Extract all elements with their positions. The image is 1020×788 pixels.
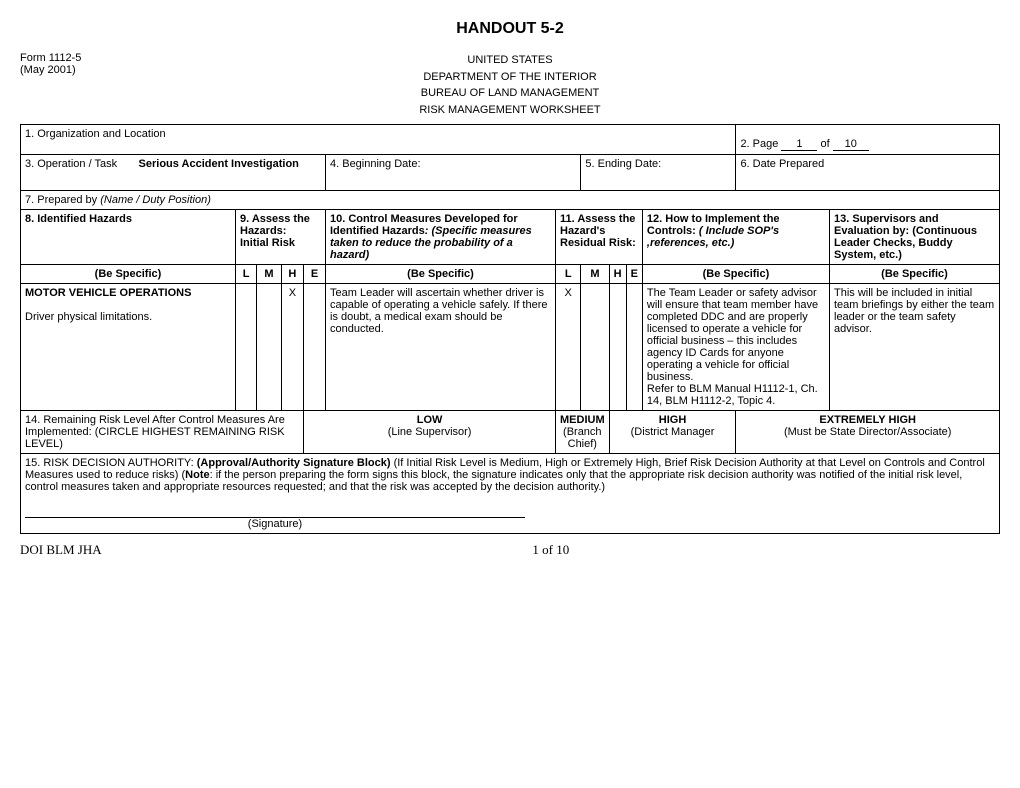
section-15: 15. RISK DECISION AUTHORITY: (Approval/A… [21, 454, 1000, 534]
section-3-label: 3. Operation / Task [25, 158, 117, 170]
col-8-head: 8. Identified Hazards [21, 210, 236, 265]
header-right [677, 52, 1000, 118]
section-14-high: HIGH (District Manager [609, 411, 736, 454]
initial-m [257, 284, 281, 411]
supervisors-cell: This will be included in initial team br… [830, 284, 1000, 411]
col-11-head-b: Residual Risk: [560, 237, 636, 249]
section-3: 3. Operation / Task Serious Accident Inv… [21, 155, 326, 191]
section-2-label: 2. Page [740, 138, 778, 150]
signature-label: (Signature) [25, 518, 525, 530]
col-9-head: 9. Assess the Hazards: Initial Risk [236, 210, 326, 265]
section-3-value: Serious Accident Investigation [139, 158, 299, 170]
col-11-head-a: 11. Assess the Hazard's [560, 213, 635, 237]
residual-m [581, 284, 609, 411]
low-b: (Line Supervisor) [388, 426, 472, 438]
page-footer: DOI BLM JHA 1 of 10 [20, 542, 1000, 558]
be-specific-1: (Be Specific) [21, 265, 236, 284]
handout-title: HANDOUT 5-2 [20, 20, 1000, 38]
h-1: H [281, 265, 304, 284]
section-2-of: of [820, 138, 829, 150]
initial-l [236, 284, 257, 411]
table-row: MOTOR VEHICLE OPERATIONS Driver physical… [21, 284, 1000, 411]
m-2: M [581, 265, 609, 284]
be-specific-4: (Be Specific) [830, 265, 1000, 284]
col-9-head-b: Initial Risk [240, 237, 295, 249]
section-2-total: 10 [833, 138, 869, 151]
s15-b: (Approval/Authority Signature Block) [197, 457, 391, 469]
high-a: HIGH [659, 414, 687, 426]
signature-line [25, 505, 525, 518]
section-1: 1. Organization and Location [21, 125, 736, 155]
l-2: L [556, 265, 581, 284]
ext-a: EXTREMELY HIGH [819, 414, 916, 426]
col-12-head: 12. How to Implement the Controls: ( Inc… [642, 210, 829, 265]
col-10-head: 10. Control Measures Developed for Ident… [326, 210, 556, 265]
m-1: M [257, 265, 281, 284]
e-2: E [626, 265, 642, 284]
col-9-head-a: 9. Assess the Hazards: [240, 213, 310, 237]
l-1: L [236, 265, 257, 284]
section-14-med: MEDIUM (Branch Chief) [556, 411, 610, 454]
col-13-head: 13. Supervisors and Evaluation by: (Cont… [830, 210, 1000, 265]
section-5: 5. Ending Date: [581, 155, 736, 191]
med-b: (Branch Chief) [563, 426, 602, 450]
s15-a: 15. RISK DECISION AUTHORITY: [25, 457, 197, 469]
residual-l: X [556, 284, 581, 411]
org-line-4: RISK MANAGEMENT WORKSHEET [343, 102, 676, 119]
residual-e [626, 284, 642, 411]
hazard-cell: MOTOR VEHICLE OPERATIONS Driver physical… [21, 284, 236, 411]
be-specific-2: (Be Specific) [326, 265, 556, 284]
form-number: Form 1112-5 [20, 52, 343, 64]
low-a: LOW [417, 414, 443, 426]
org-line-2: DEPARTMENT OF THE INTERIOR [343, 69, 676, 86]
org-line-3: BUREAU OF LAND MANAGEMENT [343, 85, 676, 102]
high-b: (District Manager [631, 426, 715, 438]
section-4: 4. Beginning Date: [326, 155, 581, 191]
section-2: 2. Page 1 of 10 [736, 125, 1000, 155]
section-2-page: 1 [781, 138, 817, 151]
hazard-head: MOTOR VEHICLE OPERATIONS [25, 287, 191, 299]
section-14-ext: EXTREMELY HIGH (Must be State Director/A… [736, 411, 1000, 454]
form-table: 1. Organization and Location 2. Page 1 o… [20, 124, 1000, 534]
section-7-label: 7. Prepared by [25, 194, 100, 206]
residual-h [609, 284, 626, 411]
header-left: Form 1112-5 (May 2001) [20, 52, 343, 118]
s15-d: Note [185, 469, 209, 481]
initial-h: X [281, 284, 304, 411]
ext-b: (Must be State Director/Associate) [784, 426, 952, 438]
be-specific-3: (Be Specific) [642, 265, 829, 284]
hazard-body: Driver physical limitations. [25, 311, 152, 323]
section-14-label: 14. Remaining Risk Level After Control M… [21, 411, 304, 454]
header-center: UNITED STATES DEPARTMENT OF THE INTERIOR… [343, 52, 676, 118]
form-date: (May 2001) [20, 64, 343, 76]
footer-left: DOI BLM JHA [20, 542, 102, 558]
initial-e [304, 284, 326, 411]
section-7-italic: (Name / Duty Position) [100, 194, 211, 206]
section-7: 7. Prepared by (Name / Duty Position) [21, 191, 1000, 210]
e-1: E [304, 265, 326, 284]
org-line-1: UNITED STATES [343, 52, 676, 69]
footer-center: 1 of 10 [532, 542, 569, 558]
section-6: 6. Date Prepared [736, 155, 1000, 191]
section-14-low: LOW (Line Supervisor) [304, 411, 556, 454]
h-2: H [609, 265, 626, 284]
col-11-head: 11. Assess the Hazard's Residual Risk: [556, 210, 643, 265]
implement-cell: The Team Leader or safety advisor will e… [642, 284, 829, 411]
header-row: Form 1112-5 (May 2001) UNITED STATES DEP… [20, 52, 1000, 118]
med-a: MEDIUM [560, 414, 605, 426]
controls-cell: Team Leader will ascertain whether drive… [326, 284, 556, 411]
